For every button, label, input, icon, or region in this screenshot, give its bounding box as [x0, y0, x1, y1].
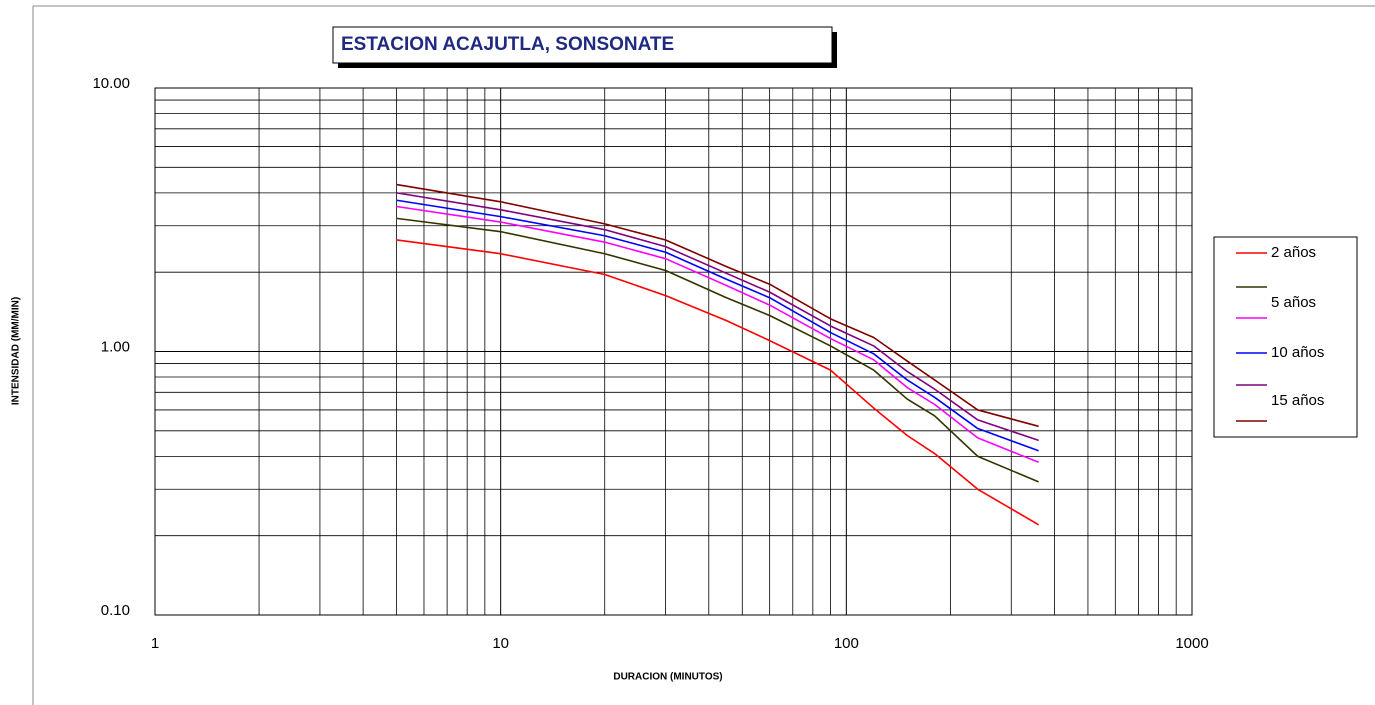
data-line: [396, 199, 1039, 452]
x-tick-label: 1000: [1175, 635, 1208, 652]
legend-label: 5 años: [1271, 294, 1316, 311]
x-tick-label: 1: [151, 635, 159, 652]
data-line: [396, 192, 1039, 442]
x-axis-label: DURACION (MINUTOS): [613, 672, 722, 683]
x-tick-label: 100: [834, 635, 859, 652]
plot-frame: [154, 87, 1193, 616]
chart-title: ESTACION ACAJUTLA, SONSONATE: [341, 34, 674, 55]
y-tick-label: 0.10: [101, 602, 130, 619]
legend-label: 2 años: [1271, 244, 1316, 261]
x-tick-label: 10: [492, 635, 509, 652]
legend-label: 10 años: [1271, 344, 1324, 361]
legend-label: 15 años: [1271, 392, 1324, 409]
y-tick-label: 10.00: [92, 75, 130, 92]
data-line: [396, 239, 1040, 526]
data-line: [396, 217, 1039, 483]
title-box: [332, 26, 833, 64]
legend-box: [1213, 236, 1358, 438]
y-tick-label: 1.00: [101, 338, 130, 355]
y-axis-label: INTENSIDAD (MM/MIN): [11, 297, 22, 405]
data-line: [396, 183, 1039, 428]
data-line: [396, 205, 1039, 463]
